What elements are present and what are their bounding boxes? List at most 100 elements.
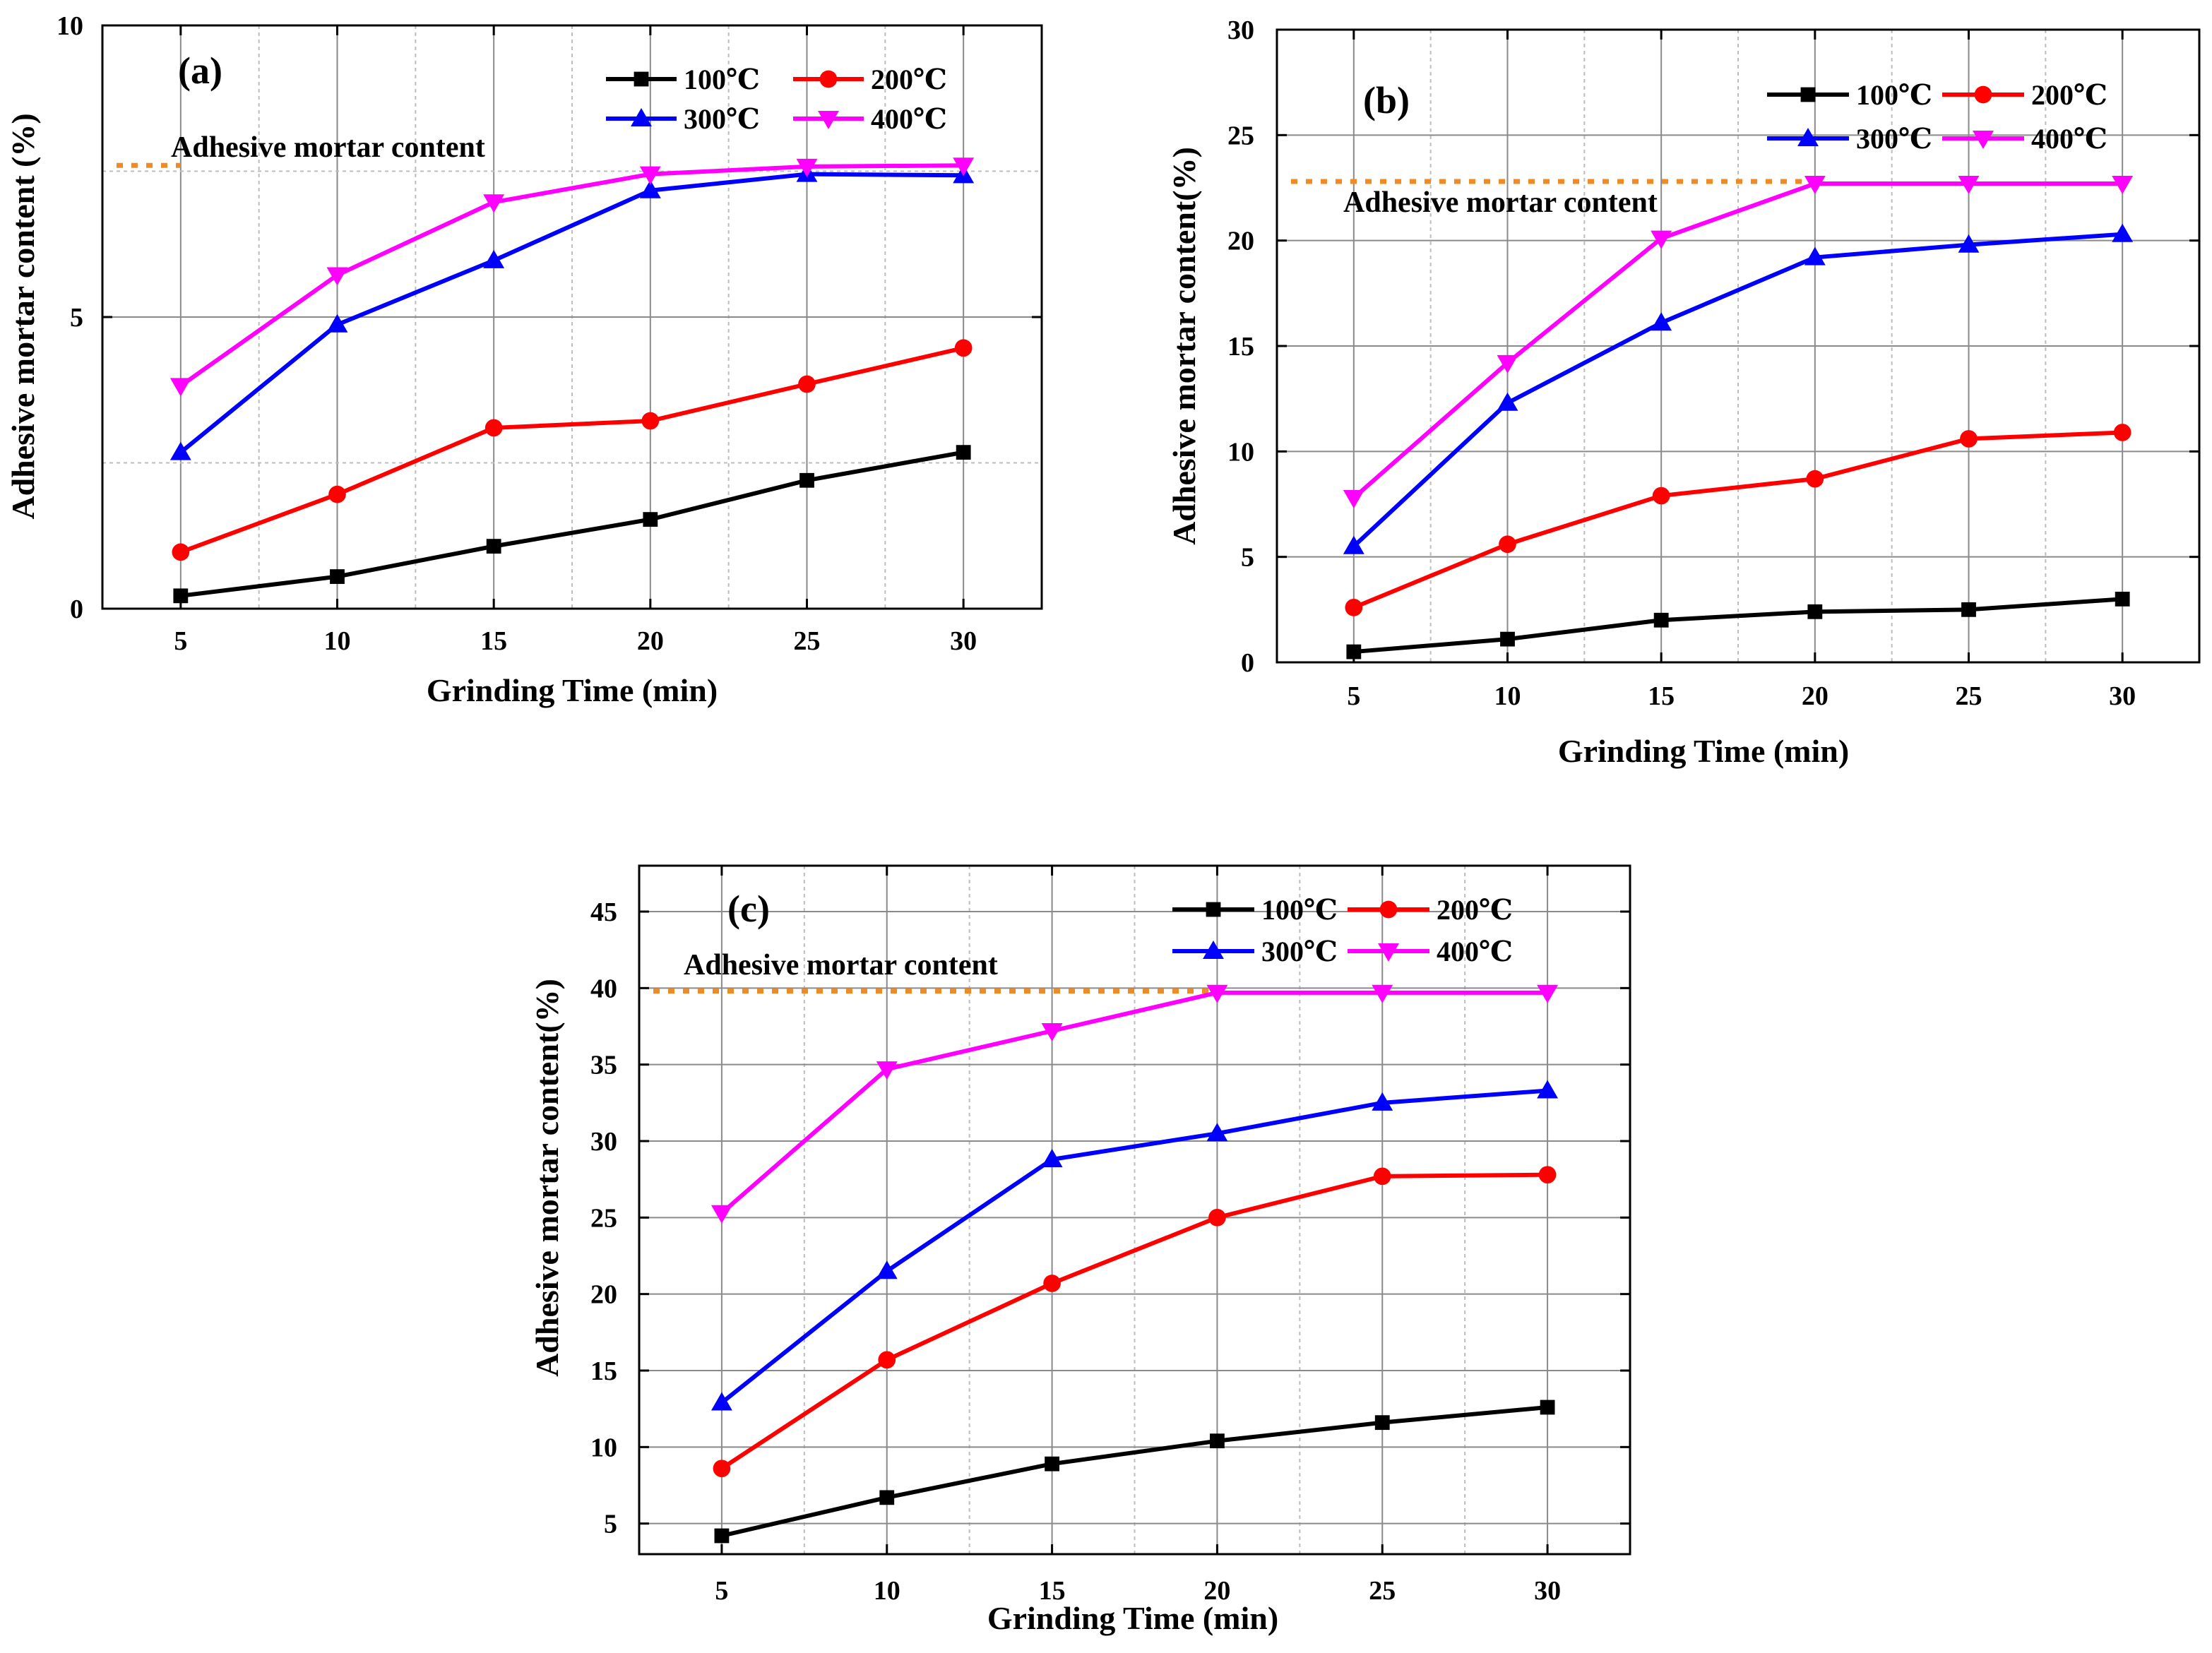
data-point [1653,612,1669,628]
legend-label: 100℃ [684,64,760,95]
legend-marker [1203,941,1224,960]
legend-marker [1378,943,1399,962]
legend-marker [1973,130,1994,149]
series-line [179,172,964,454]
data-point [486,539,501,554]
legend: 100℃ 200℃ 300℃ 400℃ [606,64,947,135]
x-tick-label: 10 [874,1576,900,1606]
y-axis-title: Adhesive mortar content(%) [1166,147,1202,545]
data-point [1500,631,1515,647]
x-tick-label: 5 [715,1576,728,1606]
series-line [180,450,964,598]
data-point [484,419,503,437]
series-400 [1343,175,2134,508]
y-tick-label: 20 [590,1280,617,1310]
data-point [1374,1415,1390,1431]
series-400 [170,157,975,397]
data-point [326,267,348,286]
data-point [1206,1123,1228,1142]
chart-panel-c: 5 10 15 20 25 30 35 40 45 5 10 15 20 25 30 Grinding Tim… [529,864,1631,1636]
reference-line-label: Adhesive mortar content [171,131,485,164]
y-tick-label: 45 [590,897,617,927]
y-tick-label: 10 [1227,437,1254,467]
y-tick-label: 0 [1241,648,1254,678]
data-point [953,157,975,177]
data-point [326,314,348,333]
data-point [330,569,345,584]
legend-label: 200℃ [1437,894,1513,926]
data-point [483,249,505,268]
series-line [1352,232,2123,548]
data-point [2112,223,2134,242]
series-300 [710,1080,1559,1411]
panel-label: (b) [1363,79,1410,121]
x-tick-label: 20 [1802,681,1829,711]
y-tick-label: 15 [1227,332,1254,362]
data-point [172,543,190,561]
y-tick-label: 5 [1241,543,1254,573]
data-point [1540,1400,1555,1415]
series-100 [1346,592,2130,660]
data-point [710,1392,732,1411]
x-tick-label: 20 [637,626,664,656]
data-point [639,179,661,198]
x-tick-label: 20 [1203,1576,1230,1606]
data-point [2113,424,2131,441]
series-line [1353,597,2123,655]
legend-marker [1206,902,1221,917]
data-point [1960,430,1978,448]
series-line [179,163,964,388]
plot-frame [638,864,1631,1556]
data-point [483,194,505,213]
data-point [1958,234,1980,253]
chart-panel-b: 0 5 10 15 20 25 30 5 10 15 20 25 30 Grinding Time (mi… [1166,16,2201,769]
data-point [1497,354,1518,374]
data-point [710,1205,732,1224]
reference-line-label: Adhesive mortar content [1343,186,1658,219]
data-point [876,1061,898,1080]
legend-marker [1800,87,1816,102]
panel-label: (c) [727,888,770,930]
y-axis-title: Adhesive mortar content(%) [529,979,565,1377]
series-line [720,1088,1548,1404]
legend-label: 300℃ [1261,936,1338,967]
x-tick-label: 30 [2109,681,2136,711]
y-tick-label: 25 [590,1203,617,1233]
legend-label: 300℃ [1856,123,1932,155]
data-point [170,378,191,397]
x-tick-label: 15 [480,626,507,656]
data-point [328,485,346,503]
data-point [1045,1456,1059,1472]
x-tick-label: 10 [324,626,351,656]
data-point [1961,602,1976,617]
x-tick-label: 25 [1956,681,1982,711]
y-axis-title: Adhesive mortar content (%) [5,113,41,519]
legend-marker [819,70,838,88]
data-point [1346,644,1362,660]
data-point [1499,535,1516,554]
x-tick-label: 5 [174,626,187,656]
data-point [799,472,814,488]
data-point [1651,230,1672,249]
legend-marker [1797,128,1819,147]
legend-marker [818,110,839,129]
data-point [798,375,816,393]
series-line [1352,181,2123,500]
legend-label: 400℃ [871,103,947,135]
data-point [956,445,971,460]
y-tick-label: 30 [590,1127,617,1157]
chart-panel-a: 0 5 10 5 10 15 20 25 30 Grinding Time (min) Adhesi… [5,11,1043,708]
data-point [1206,984,1228,1003]
data-point [2112,175,2134,194]
y-tick-label: 10 [590,1433,617,1462]
data-point [1043,1275,1061,1292]
data-point [1804,175,1826,194]
legend-label: 100℃ [1856,79,1932,111]
x-axis-title: Grinding Time (min) [427,672,718,708]
legend-label: 200℃ [871,64,947,95]
legend: 100℃ 200℃ 300℃ 400℃ [1767,79,2107,155]
x-tick-label: 15 [1039,1576,1066,1606]
legend-marker [634,71,649,87]
data-point [1373,1167,1391,1186]
